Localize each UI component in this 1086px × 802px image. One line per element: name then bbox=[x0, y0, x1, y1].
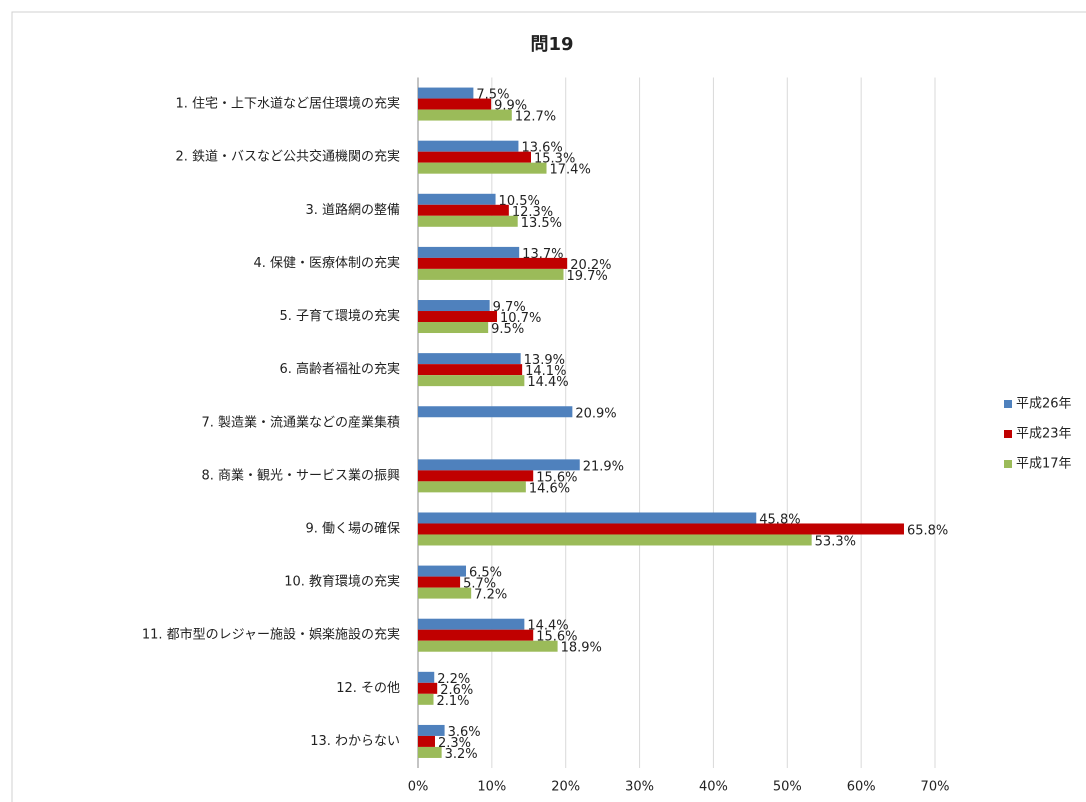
bar bbox=[418, 364, 523, 376]
value-label: 17.4% bbox=[550, 163, 591, 178]
value-label: 3.6% bbox=[448, 725, 481, 740]
bar bbox=[418, 375, 525, 387]
value-label: 5.7% bbox=[463, 577, 496, 592]
bar bbox=[418, 257, 568, 269]
bar bbox=[418, 735, 435, 747]
bar bbox=[418, 682, 438, 694]
x-tick-label: 40% bbox=[699, 780, 728, 795]
bar bbox=[418, 629, 534, 641]
bar bbox=[418, 109, 512, 121]
value-label: 2.2% bbox=[437, 672, 470, 687]
value-label: 13.5% bbox=[521, 216, 562, 231]
x-tick-label: 0% bbox=[408, 780, 429, 795]
bar bbox=[418, 193, 496, 205]
bar bbox=[418, 162, 547, 174]
bar bbox=[418, 268, 564, 280]
bar bbox=[418, 98, 492, 110]
value-label: 9.5% bbox=[491, 322, 524, 337]
value-label: 6.5% bbox=[469, 566, 502, 581]
category-label: 10. 教育環境の充実 bbox=[284, 574, 400, 590]
bar bbox=[418, 746, 442, 758]
value-label: 14.1% bbox=[525, 364, 566, 379]
value-label: 13.9% bbox=[524, 353, 565, 368]
bar bbox=[418, 512, 757, 524]
legend-swatch bbox=[1004, 460, 1012, 468]
value-label: 2.1% bbox=[437, 694, 470, 709]
x-tick-label: 10% bbox=[477, 780, 506, 795]
legend-swatch bbox=[1004, 430, 1012, 438]
bar bbox=[418, 406, 573, 418]
value-label: 12.7% bbox=[515, 110, 556, 125]
category-label: 12. その他 bbox=[336, 681, 400, 696]
value-label: 12.3% bbox=[512, 205, 553, 220]
bar bbox=[418, 587, 472, 599]
bar bbox=[418, 534, 812, 546]
value-label: 14.6% bbox=[529, 481, 570, 496]
value-label: 13.6% bbox=[521, 141, 562, 156]
x-tick-label: 30% bbox=[625, 780, 654, 795]
bar bbox=[418, 151, 532, 163]
value-label: 14.4% bbox=[527, 375, 568, 390]
category-label: 7. 製造業・流通業などの産業集積 bbox=[201, 414, 400, 430]
value-label: 65.8% bbox=[907, 523, 948, 538]
legend-swatch bbox=[1004, 400, 1012, 408]
bar bbox=[418, 311, 498, 323]
category-label: 11. 都市型のレジャー施設・娯楽施設の充実 bbox=[142, 627, 400, 643]
x-tick-label: 20% bbox=[551, 780, 580, 795]
category-label: 1. 住宅・上下水道など居住環境の充実 bbox=[175, 96, 400, 112]
bar bbox=[418, 215, 518, 227]
bar bbox=[418, 565, 467, 577]
bar bbox=[418, 576, 461, 588]
value-label: 14.4% bbox=[527, 619, 568, 634]
legend-label: 平成26年 bbox=[1016, 397, 1072, 412]
legend-label: 平成23年 bbox=[1016, 427, 1072, 442]
category-label: 3. 道路網の整備 bbox=[305, 202, 400, 218]
category-label: 8. 商業・観光・サービス業の振興 bbox=[201, 467, 400, 483]
bar bbox=[418, 322, 489, 334]
bar bbox=[418, 246, 520, 258]
bar bbox=[418, 87, 474, 99]
value-label: 2.3% bbox=[438, 736, 471, 751]
value-label: 3.2% bbox=[445, 747, 478, 762]
value-label: 18.9% bbox=[561, 641, 602, 656]
category-label: 13. わからない bbox=[310, 734, 400, 749]
value-label: 10.5% bbox=[499, 194, 540, 209]
category-label: 5. 子育て環境の充実 bbox=[279, 308, 400, 324]
value-label: 15.6% bbox=[536, 470, 577, 485]
bar bbox=[418, 523, 904, 535]
bar bbox=[418, 470, 534, 482]
value-label: 20.9% bbox=[575, 406, 616, 421]
x-tick-label: 50% bbox=[773, 780, 802, 795]
value-label: 21.9% bbox=[583, 459, 624, 474]
value-label: 20.2% bbox=[570, 258, 611, 273]
chart-title: 問19 bbox=[530, 34, 573, 55]
category-label: 9. 働く場の確保 bbox=[305, 520, 400, 536]
bar bbox=[418, 640, 558, 652]
bar bbox=[418, 481, 526, 493]
bar bbox=[418, 724, 445, 736]
bar bbox=[418, 618, 525, 630]
bar bbox=[418, 459, 580, 471]
value-label: 2.6% bbox=[440, 683, 473, 698]
value-label: 9.7% bbox=[493, 300, 526, 315]
bar bbox=[418, 693, 434, 705]
bar bbox=[418, 671, 435, 683]
value-label: 7.2% bbox=[474, 588, 507, 603]
category-label: 2. 鉄道・バスなど公共交通機関の充実 bbox=[175, 149, 400, 165]
value-label: 10.7% bbox=[500, 311, 541, 326]
x-tick-label: 60% bbox=[847, 780, 876, 795]
bar bbox=[418, 353, 521, 365]
value-label: 53.3% bbox=[815, 534, 856, 549]
category-label: 6. 高齢者福祉の充実 bbox=[279, 361, 400, 377]
value-label: 19.7% bbox=[566, 269, 607, 284]
bar bbox=[418, 300, 490, 312]
legend-label: 平成17年 bbox=[1016, 457, 1072, 472]
bar bbox=[418, 204, 509, 216]
category-label: 4. 保健・医療体制の充実 bbox=[253, 255, 400, 271]
x-tick-label: 70% bbox=[921, 780, 950, 795]
bar bbox=[418, 140, 519, 152]
